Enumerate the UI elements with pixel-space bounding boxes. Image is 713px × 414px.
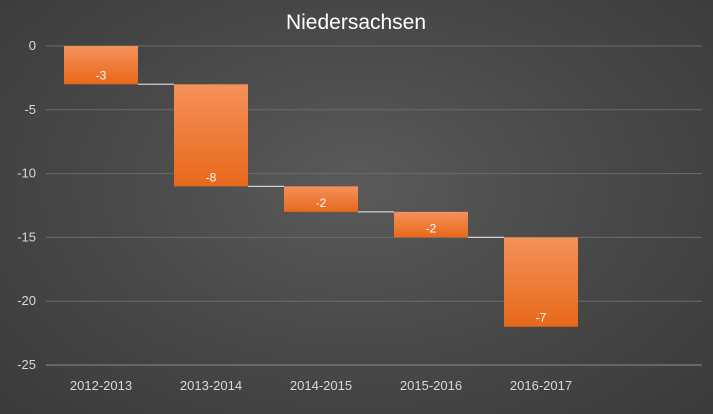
y-tick-label: -20 xyxy=(17,293,36,308)
data-label: -3 xyxy=(96,68,107,82)
x-axis-ticks: 2012-2013 2013-2014 2014-2015 2015-2016 2016… xyxy=(70,378,572,393)
bar xyxy=(64,46,138,85)
bar xyxy=(504,237,578,327)
data-label: -2 xyxy=(316,196,327,210)
x-tick-label: 2013-2014 xyxy=(180,378,242,393)
y-tick-label: -15 xyxy=(17,229,36,244)
bar xyxy=(394,211,468,238)
y-axis-ticks: 0 -5 -10 -15 -20 -25 xyxy=(17,38,36,372)
y-tick-label: -5 xyxy=(24,102,36,117)
data-labels: -3 -8 -2 -2 -7 xyxy=(96,68,547,324)
bar xyxy=(284,186,358,212)
x-tick-label: 2012-2013 xyxy=(70,378,132,393)
y-tick-label: -10 xyxy=(17,166,36,181)
x-tick-label: 2015-2016 xyxy=(400,378,462,393)
x-tick-label: 2014-2015 xyxy=(290,378,352,393)
bar xyxy=(174,84,248,187)
data-label: -7 xyxy=(536,311,547,325)
connectors xyxy=(138,83,504,238)
x-tick-label: 2016-2017 xyxy=(510,378,572,393)
data-label: -2 xyxy=(426,221,437,235)
chart-title: Niedersachsen xyxy=(286,11,426,34)
bars xyxy=(64,46,578,327)
data-label: -8 xyxy=(206,170,217,184)
y-tick-label: -25 xyxy=(17,357,36,372)
y-tick-label: 0 xyxy=(29,38,36,53)
gridlines xyxy=(46,45,702,366)
